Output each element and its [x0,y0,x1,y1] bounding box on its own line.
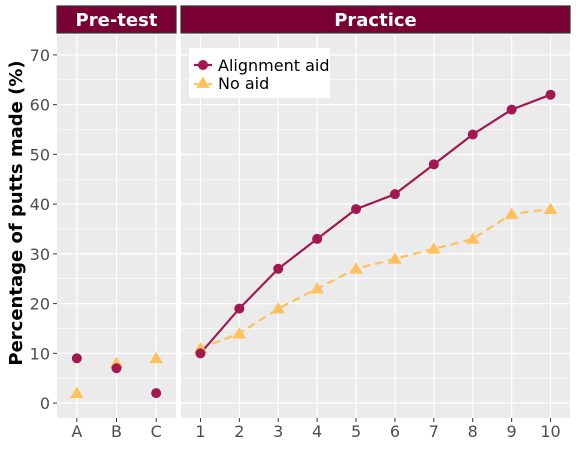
facet-strip [56,5,177,34]
x-tick-label: 5 [351,422,361,441]
x-tick-label: 1 [195,422,205,441]
point-alignment-aid [545,89,556,100]
y-tick-label: 0 [40,394,50,413]
legend-box [189,48,330,98]
facet-strip-label: Practice [334,10,417,31]
point-no-aid [543,202,558,214]
panel-background [181,35,570,418]
point-no-aid [388,252,402,264]
point-no-aid [504,207,519,219]
facet-strip-label: Pre-test [76,10,158,31]
legend-label-alignment-aid: Alignment aid [218,56,329,75]
point-no-aid [149,351,163,364]
x-tick-label: 7 [429,422,439,441]
point-no-aid [70,386,84,399]
point-no-aid [349,262,363,274]
point-alignment-aid [71,353,82,364]
x-tick-label: 8 [468,422,478,441]
x-tick-label: 3 [273,422,283,441]
y-tick-label: 60 [30,96,50,115]
facet-strip [180,5,571,34]
x-tick-label: 6 [390,422,400,441]
point-no-aid [310,282,324,294]
point-alignment-aid [389,189,400,200]
point-alignment-aid [506,104,517,115]
point-alignment-aid [151,388,162,399]
pretest-panel: Pre-test A B C [56,5,177,441]
x-tick-label: B [111,422,122,441]
point-no-aid [271,302,286,314]
legend-key-no-aid [196,76,210,88]
x-tick-label: A [71,422,82,441]
x-tick-label: 2 [234,422,244,441]
y-axis-label: Percentage of putts made (%) [6,60,27,365]
legend-label-no-aid: No aid [218,74,269,93]
y-tick-label: 50 [30,145,50,164]
y-tick-label: 20 [30,295,50,314]
point-no-aid [427,242,441,254]
point-alignment-aid [428,159,439,170]
series-line-no-aid [200,207,551,350]
point-no-aid [465,232,480,244]
point-alignment-aid [273,263,284,274]
y-tick-label: 70 [30,46,50,65]
y-axis: 0 10 20 30 40 50 60 70 [30,46,57,413]
point-alignment-aid [234,303,245,314]
y-tick-label: 10 [30,344,50,363]
x-tick-label: 4 [312,422,322,441]
y-tick-label: 40 [30,195,50,214]
y-tick-label: 30 [30,245,50,264]
x-tick-label: 9 [507,422,517,441]
point-alignment-aid [195,348,206,359]
point-alignment-aid [467,129,478,140]
series-line-alignment-aid [199,93,551,355]
point-no-aid [232,326,247,339]
x-tick-label: 10 [540,422,560,441]
point-alignment-aid [111,363,122,374]
point-alignment-aid [312,233,323,244]
practice-panel: Practice 1 2 3 4 5 6 7 8 9 10 [180,5,571,441]
legend-key-alignment-aid [198,60,208,70]
x-tick-label: C [151,422,162,441]
point-alignment-aid [351,204,362,215]
